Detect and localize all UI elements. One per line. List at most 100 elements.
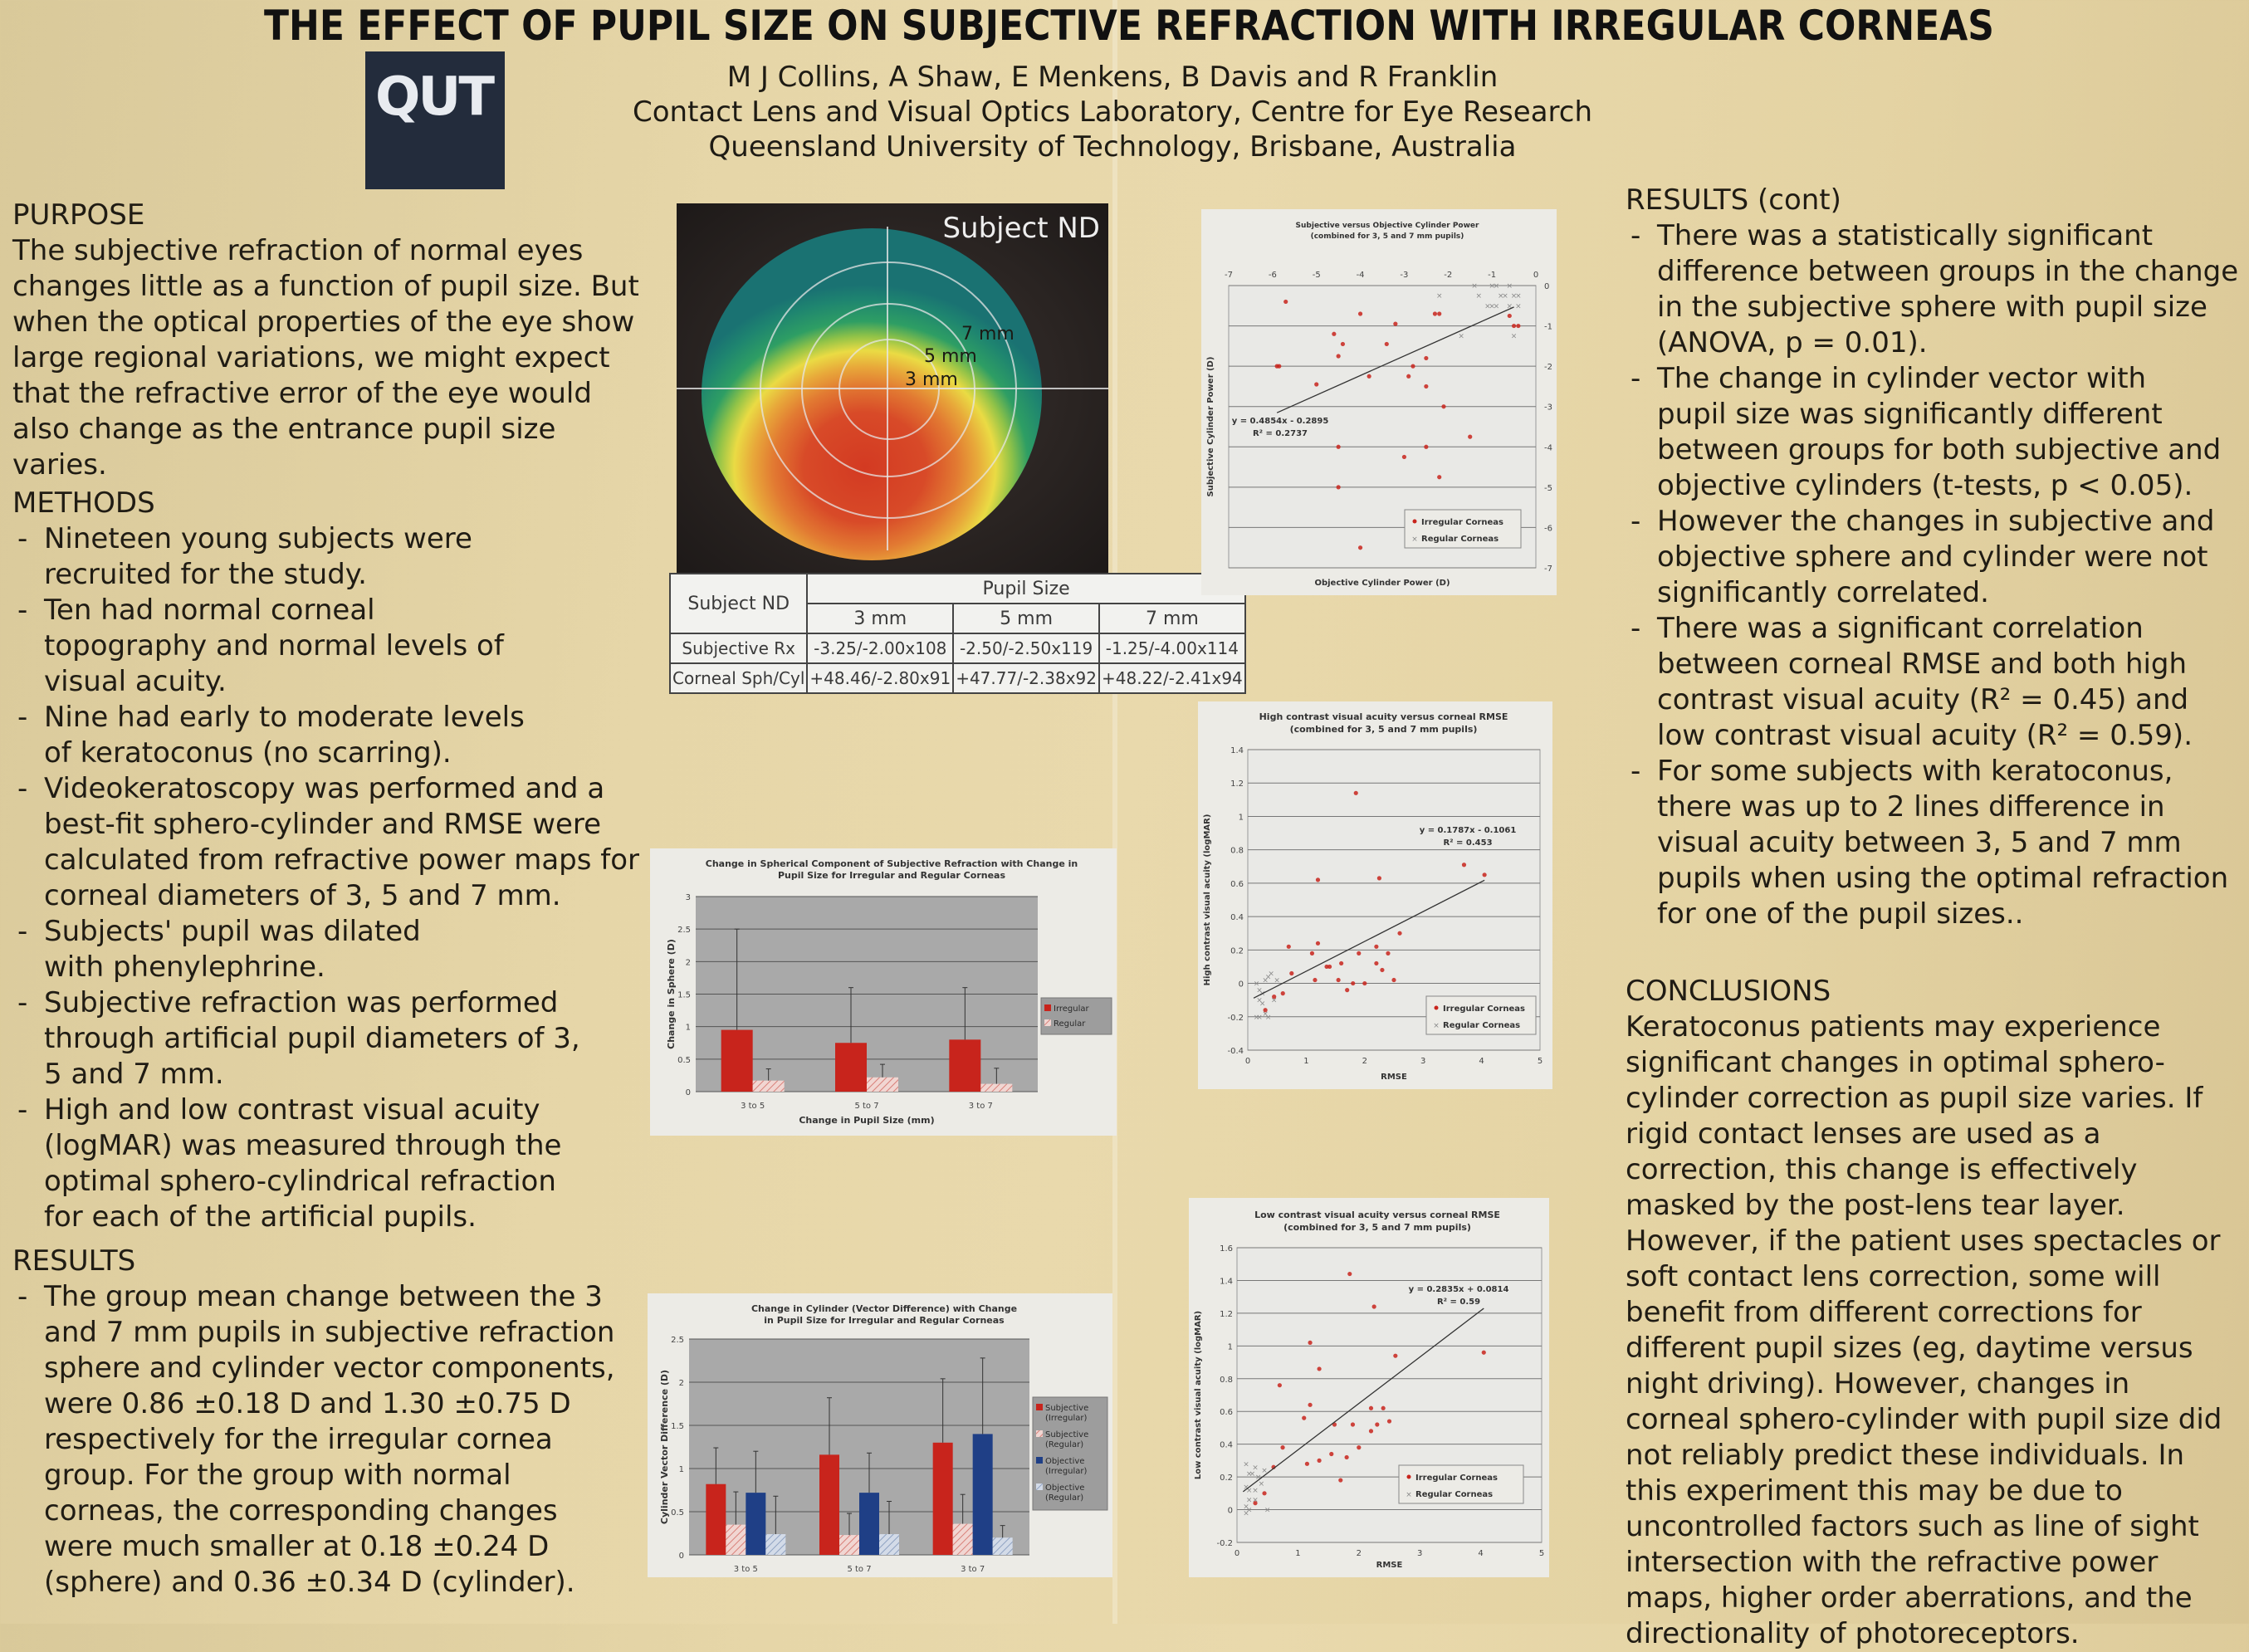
methods-section: METHODS Nineteen young subjects were rec… [12,486,643,1235]
data-point-irregular [1357,311,1363,316]
data-point-irregular [1327,964,1332,970]
methods-item: Videokeratoscopy was performed and a bes… [12,771,650,914]
data-point-irregular [1286,944,1291,949]
results-cont-section: RESULTS (cont) There was a statistically… [1626,183,2240,932]
legend-entry: Irregular [1054,1004,1090,1014]
svg-text:0.4: 0.4 [1220,1441,1233,1450]
svg-text:(Irregular): (Irregular) [1045,1414,1088,1423]
data-point-irregular [1481,1350,1486,1355]
x-axis-label: Objective Cylinder Power (D) [1314,579,1450,588]
svg-text:0: 0 [1533,271,1538,280]
data-point-irregular [1371,1304,1376,1309]
svg-text:1: 1 [679,1465,684,1474]
bar [835,1043,867,1092]
conclusions-text: Keratoconus patients may experience sign… [1626,1010,2222,1650]
svg-text:0: 0 [1228,1507,1233,1516]
data-point-regular: × [1246,1497,1253,1505]
svg-text:-0.4: -0.4 [1227,1047,1244,1056]
trendline-equation: y = 0.2835x + 0.0814 [1409,1285,1509,1294]
data-point-irregular [1381,1405,1386,1410]
chart-title: Low contrast visual acuity versus cornea… [1254,1210,1500,1220]
data-point-irregular [1308,1402,1313,1407]
data-point-irregular [1336,354,1341,359]
x-axis-label: Change in Pupil Size (mm) [799,1115,934,1126]
svg-text:1.6: 1.6 [1220,1244,1233,1254]
svg-text:(Irregular): (Irregular) [1045,1467,1088,1476]
data-point-irregular [1386,951,1391,956]
data-point-irregular [1304,1461,1310,1466]
data-point-regular: × [1265,1014,1272,1022]
svg-text:1: 1 [686,1024,691,1033]
svg-text:1: 1 [1228,1342,1233,1351]
bar [746,1493,766,1555]
svg-text:-0.2: -0.2 [1227,1014,1244,1023]
data-point-irregular [1357,1445,1362,1450]
svg-text:0.8: 0.8 [1230,847,1244,856]
data-point-irregular [1516,323,1521,329]
category-label: 3 to 5 [734,1565,758,1574]
svg-text:1.5: 1.5 [671,1422,684,1431]
data-point-irregular [1345,988,1350,993]
svg-text:in Pupil Size for Irregular an: in Pupil Size for Irregular and Regular … [764,1315,1005,1326]
category-label: 3 to 7 [969,1102,993,1111]
table-cell: -3.25/-2.00x108 [806,633,955,664]
bar [972,1434,993,1555]
bar [992,1537,1013,1555]
data-point-regular: × [1262,977,1269,985]
results-list: The group mean change between the 3 and … [12,1279,643,1601]
ring-label-5mm: 5 mm [924,346,977,367]
conclusions-section: CONCLUSIONS Keratoconus patients may exp… [1626,974,2240,1652]
chart-title: High contrast visual acuity versus corne… [1259,711,1508,722]
svg-text:1.4: 1.4 [1220,1277,1233,1286]
results-cont-item: For some subjects with keratoconus, ther… [1626,754,2240,932]
chart-title: Subjective versus Objective Cylinder Pow… [1296,222,1479,230]
svg-text:0: 0 [1245,1057,1250,1066]
results-cont-item: There was a statistically significant di… [1626,218,2240,361]
data-point-regular: × [1436,292,1443,301]
chart-svg: Change in Cylinder (Vector Difference) w… [659,1303,1108,1574]
data-point-regular: × [1507,302,1513,310]
legend-entry: Regular Corneas [1415,1490,1493,1499]
bar [859,1493,879,1555]
table-cell: -1.25/-4.00x114 [1098,633,1246,664]
chart-svg: Low contrast visual acuity versus cornea… [1194,1210,1544,1570]
svg-text:1.2: 1.2 [1220,1310,1233,1319]
legend [1032,1396,1108,1511]
chart-svg: Change in Spherical Component of Subject… [666,858,1112,1126]
data-point-irregular [1380,967,1385,973]
svg-text:2: 2 [1357,1549,1362,1558]
data-point-regular: × [1259,1480,1265,1488]
data-point-irregular [1424,384,1429,389]
data-point-regular: × [1256,1014,1263,1022]
data-point-regular: × [1494,302,1500,310]
data-point-irregular [1339,960,1344,966]
table-cell: +47.77/-2.38x92 [952,662,1100,694]
bar [867,1077,898,1092]
methods-item: Subjects' pupil was dilated with phenyle… [12,914,476,985]
logo-text: QUT [375,66,495,128]
data-point-irregular [1367,374,1371,379]
bar [752,1080,785,1092]
svg-text:-2: -2 [1544,363,1552,372]
legend-entry: Irregular Corneas [1415,1474,1498,1483]
data-point-regular: × [1252,1464,1259,1472]
data-point-regular: × [1274,977,1280,985]
legend [1040,997,1112,1035]
svg-text:-5: -5 [1544,484,1552,493]
svg-text:-1: -1 [1488,271,1496,280]
trendline-r2: R² = 0.453 [1443,838,1492,848]
data-point-regular: × [1246,1487,1253,1495]
row-label: Subjective Rx [668,633,809,664]
table-group-header: Pupil Size [806,573,1246,604]
data-point-regular: × [1265,974,1272,982]
data-point-regular: × [1259,1000,1266,1009]
svg-text:-5: -5 [1313,271,1321,280]
svg-text:1: 1 [1239,813,1244,822]
data-point-irregular [1461,863,1467,868]
data-point-irregular [1386,1419,1392,1424]
data-point-irregular [1344,1454,1349,1460]
data-point-regular: × [1502,292,1508,301]
y-axis-label: Low contrast visual acuity (logMAR) [1194,1311,1203,1479]
results-section: RESULTS The group mean change between th… [12,1244,643,1601]
data-point-irregular [1277,364,1282,369]
